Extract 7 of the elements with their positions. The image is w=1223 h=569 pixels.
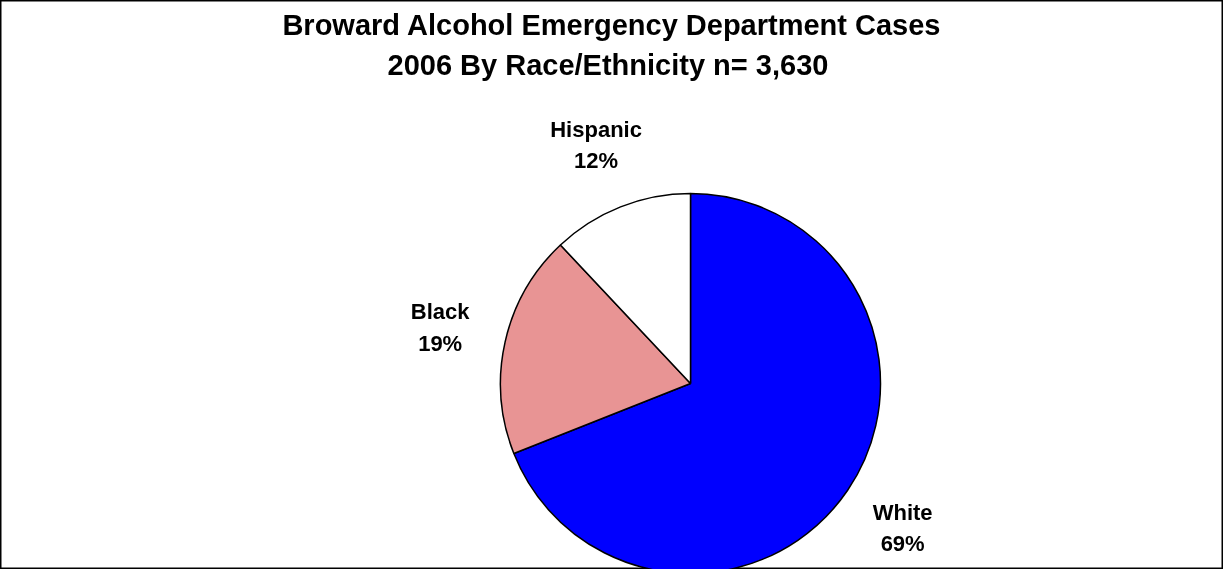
- slice-label: Hispanic: [550, 116, 642, 142]
- chart-title: Broward Alcohol Emergency Department Cases 2006 By Race/Ethnicity n= 3,630: [282, 8, 941, 81]
- slice-label: White: [872, 499, 933, 525]
- data-label: 12%: [574, 148, 619, 174]
- slice-label: Black: [410, 299, 471, 325]
- data-label: 19%: [418, 330, 463, 356]
- data-label: 69%: [880, 530, 925, 556]
